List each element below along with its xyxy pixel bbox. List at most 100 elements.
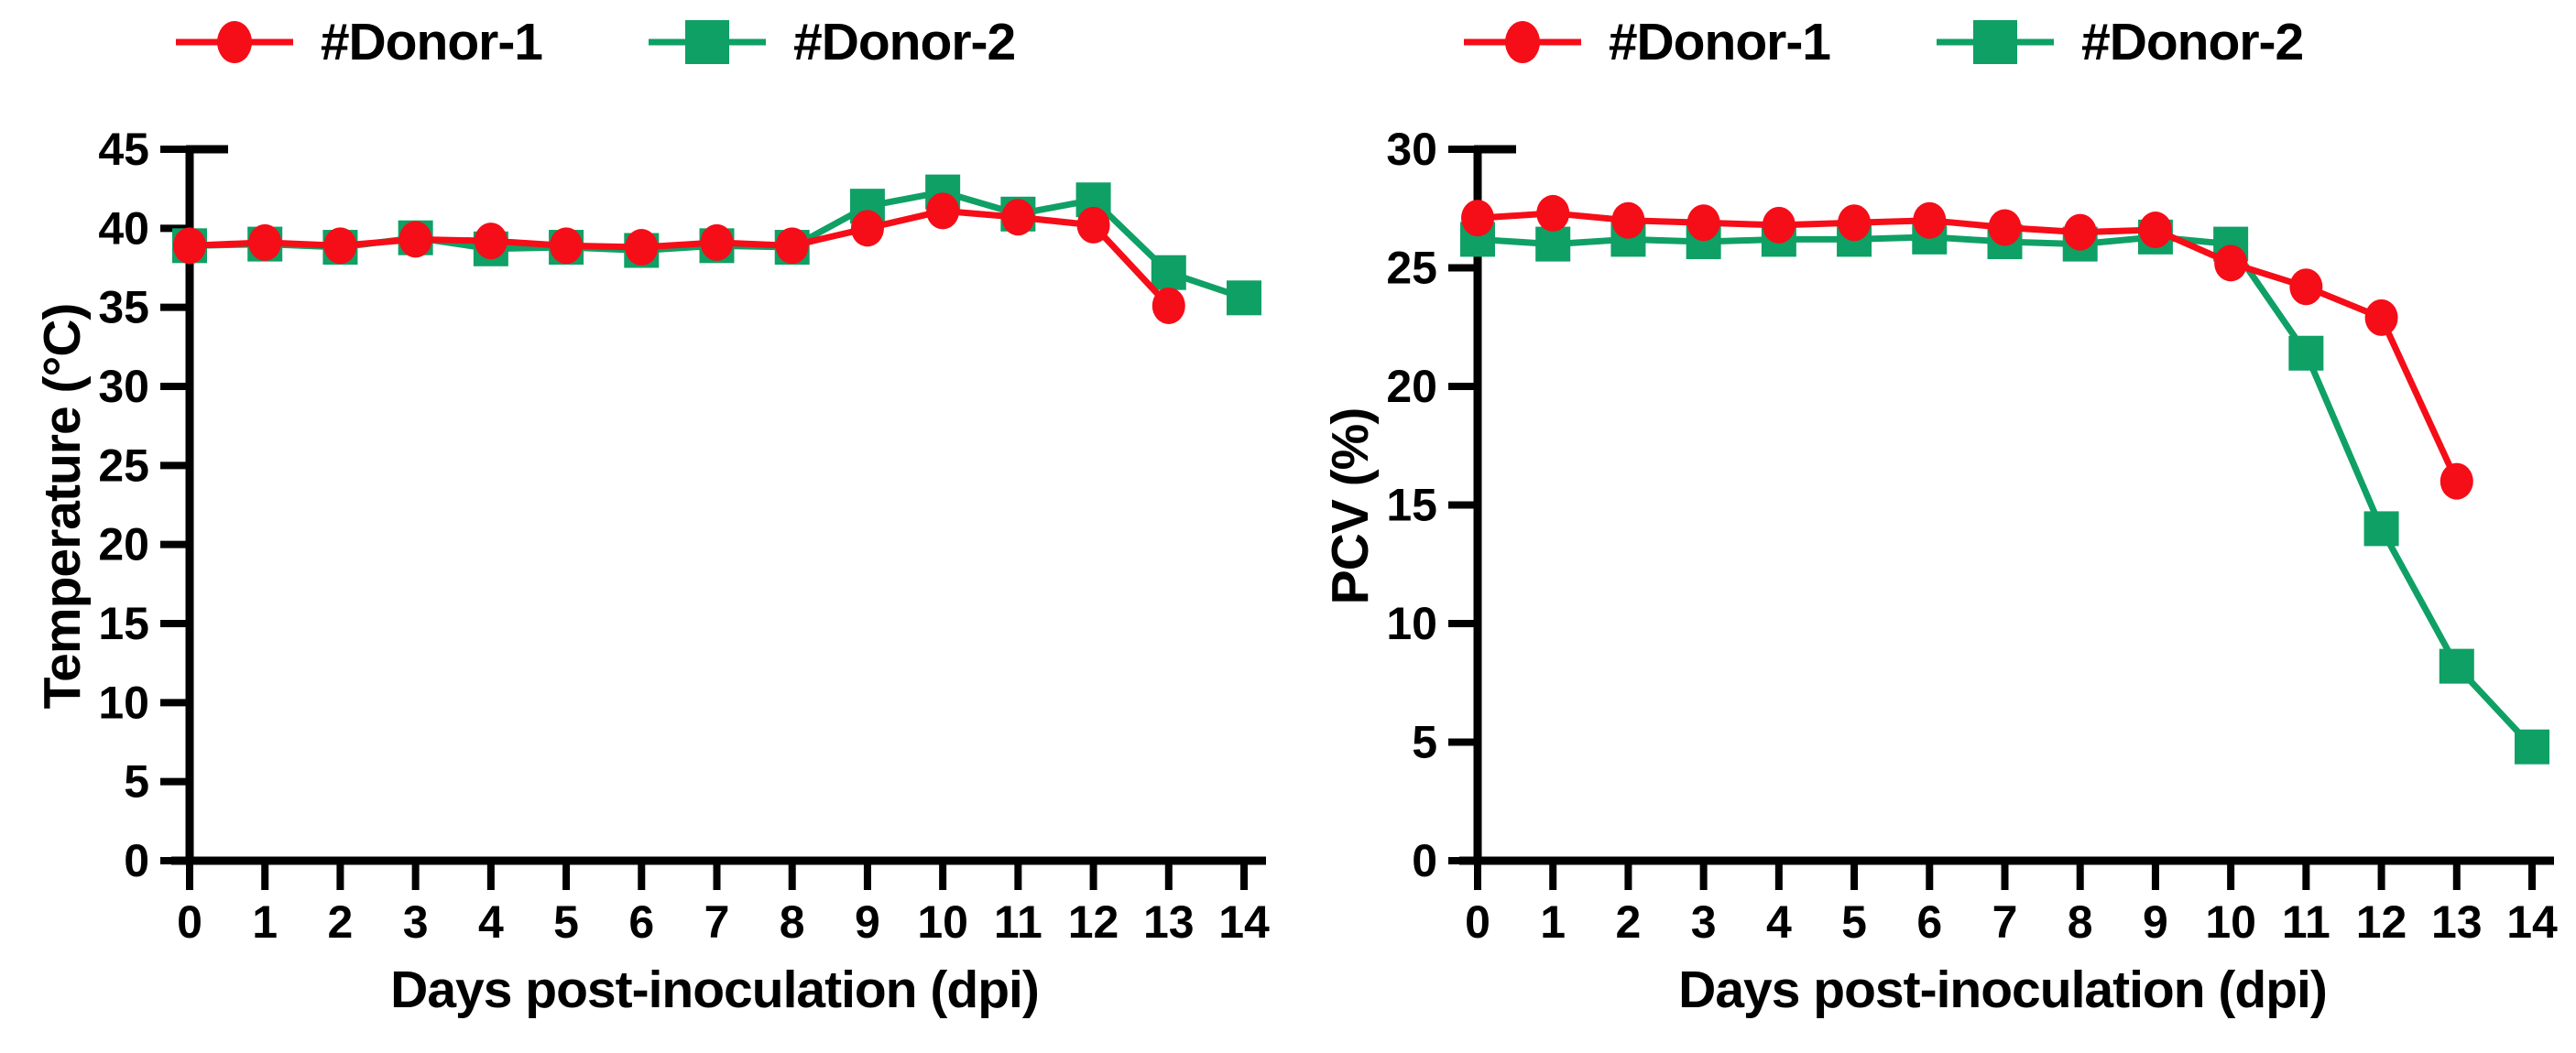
donor-1-marker	[2063, 213, 2097, 251]
y-tick-label: 40	[98, 202, 149, 254]
legend-label-donor-1: #Donor-1	[1608, 12, 1831, 71]
x-tick-label: 11	[994, 896, 1042, 948]
x-tick-label: 1	[1540, 896, 1566, 948]
donor-2-marker	[2288, 335, 2324, 371]
donor-1-marker	[2214, 244, 2248, 282]
y-tick-label: 15	[98, 598, 149, 649]
donor-1-marker	[1461, 200, 1494, 237]
donor-1-marker	[323, 227, 357, 265]
x-tick-label: 9	[2143, 896, 2168, 948]
donor-1-marker	[1988, 209, 2022, 246]
pcv-panel: 0 1 2 3 4 5 6 7 8 9 10 11 12 13 14 0 5 10 15 20 25 30 #Donor-…	[1288, 0, 2576, 1053]
donor-1-marker	[700, 223, 734, 261]
donor-1-marker	[1838, 204, 1872, 242]
x-tick-label: 0	[177, 896, 202, 948]
donor-1-marker	[2138, 212, 2172, 249]
donor-1-marker	[1762, 206, 1796, 244]
donor-2-marker	[1535, 226, 1571, 262]
donor-2-marker	[1151, 255, 1186, 290]
temperature-panel: 0 1 2 3 4 5 6 7 8 9 10 11 12 13 14 0 5 10 15 20 25 30 35 40 45 #…	[0, 9, 1270, 1019]
donor-1-marker	[2289, 268, 2323, 306]
legend-item-donor-2: #Donor-2	[645, 9, 1016, 75]
x-tick-label: 8	[780, 896, 805, 948]
y-tick-label: 25	[98, 440, 149, 491]
x-tick-label: 11	[2282, 896, 2330, 948]
donor-1-marker	[2440, 462, 2473, 500]
x-tick-label: 0	[1465, 896, 1490, 948]
x-tick-label: 1	[252, 896, 278, 948]
donor-1-marker	[550, 227, 584, 265]
legend-temperature: #Donor-1 #Donor-2	[0, 9, 1238, 75]
x-tick-label: 3	[403, 896, 429, 948]
x-tick-label: 10	[917, 896, 968, 948]
y-tick-label: 25	[1386, 243, 1437, 294]
y-tick-label: 30	[98, 361, 149, 412]
pcv-x-axis-title: Days post-inoculation (dpi)	[1678, 961, 2328, 1019]
legend-pcv: #Donor-1 #Donor-2	[1238, 9, 2526, 75]
x-tick-label: 13	[2431, 896, 2483, 948]
legend-item-donor-2: #Donor-2	[1933, 9, 2304, 75]
y-tick-label: 0	[124, 835, 149, 886]
legend-label-donor-2: #Donor-2	[2081, 12, 2304, 71]
donor-1-marker	[2364, 299, 2398, 336]
x-tick-label: 4	[478, 896, 504, 948]
y-tick-label: 45	[98, 124, 149, 175]
donor-1-marker	[775, 227, 809, 265]
donor-1-marker	[1001, 199, 1035, 236]
donor-1-marker	[1536, 194, 1570, 232]
legend-label-donor-2: #Donor-2	[793, 12, 1016, 71]
donor-1-marker	[850, 210, 884, 247]
x-tick-label: 5	[553, 896, 579, 948]
x-tick-label: 10	[2205, 896, 2256, 948]
temperature-y-axis-title: Temperature (°C)	[33, 303, 92, 710]
donor-1-marker	[248, 223, 282, 261]
donor-1-marker	[1611, 201, 1645, 239]
y-tick-label: 10	[98, 677, 149, 728]
legend-label-donor-1: #Donor-1	[320, 12, 543, 71]
y-tick-label: 10	[1386, 598, 1437, 649]
donor-1-marker	[1686, 204, 1720, 242]
x-tick-label: 2	[1616, 896, 1642, 948]
donor-1-legend-marker-icon	[175, 21, 293, 63]
donor-2-marker	[2439, 648, 2474, 684]
pcv-y-axis-title: PCV (%)	[1321, 407, 1380, 605]
x-tick-label: 12	[1068, 896, 1119, 948]
donor-1-marker	[1913, 201, 1947, 239]
x-tick-label: 8	[2068, 896, 2093, 948]
donor-1-marker	[474, 223, 508, 260]
x-tick-label: 2	[328, 896, 354, 948]
x-tick-label: 3	[1691, 896, 1717, 948]
x-tick-label: 12	[2356, 896, 2407, 948]
legend-item-donor-1: #Donor-1	[1460, 9, 1831, 75]
donor-2-marker	[2515, 729, 2549, 765]
x-tick-label: 6	[1916, 896, 1942, 948]
donor-1-marker	[1152, 287, 1185, 324]
donor-2-marker	[2363, 511, 2399, 547]
y-tick-label: 5	[1412, 717, 1437, 768]
donor-1-marker	[173, 227, 206, 265]
y-tick-label: 15	[1386, 480, 1437, 531]
x-tick-label: 14	[2506, 896, 2558, 948]
temperature-x-axis-title: Days post-inoculation (dpi)	[390, 961, 1040, 1019]
donor-2-legend-marker-icon	[1937, 20, 2054, 64]
y-tick-label: 35	[98, 282, 149, 333]
x-tick-label: 13	[1143, 896, 1195, 948]
x-tick-label: 5	[1841, 896, 1867, 948]
donor-1-marker	[625, 229, 659, 266]
legend-item-donor-1: #Donor-1	[172, 9, 543, 75]
donor-1-marker	[398, 221, 432, 258]
donor-1-legend-marker-icon	[1463, 21, 1581, 63]
x-tick-label: 4	[1766, 896, 1792, 948]
y-tick-label: 20	[1386, 361, 1437, 412]
donor-2-legend-marker-icon	[649, 20, 766, 64]
x-tick-label: 6	[628, 896, 654, 948]
y-tick-label: 5	[124, 756, 149, 808]
y-tick-label: 20	[98, 519, 149, 570]
x-tick-label: 7	[704, 896, 730, 948]
y-tick-label: 0	[1412, 835, 1437, 886]
y-tick-label: 30	[1386, 124, 1437, 175]
donor-1-marker	[1076, 206, 1110, 244]
